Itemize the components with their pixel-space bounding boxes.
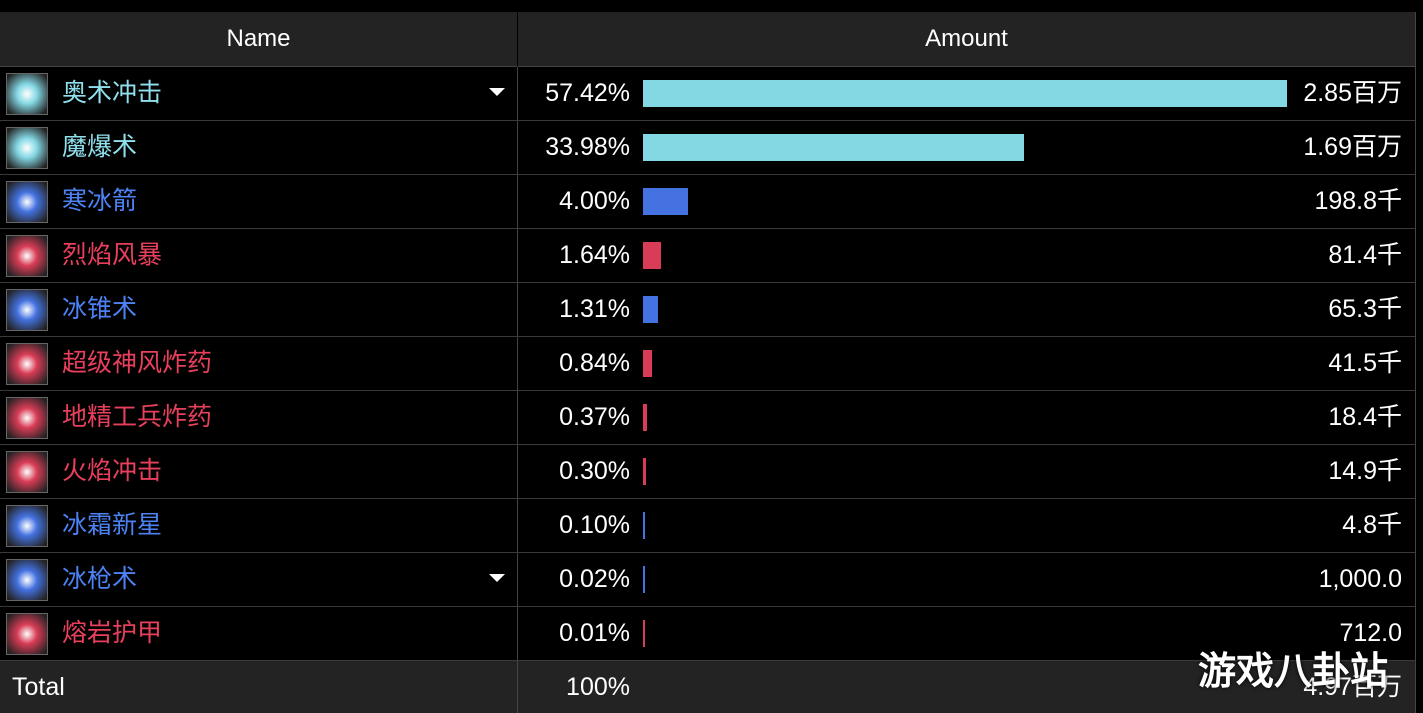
bar [643, 80, 1287, 107]
total-amount: 4.97百万 [1303, 673, 1402, 701]
amount: 81.4千 [1328, 241, 1402, 269]
percent: 0.01% [559, 619, 630, 647]
table-row[interactable]: 冰枪术 0.02% 1,000.0 [0, 553, 1415, 607]
expand-arrow[interactable] [489, 574, 505, 582]
spell-icon [6, 343, 48, 385]
bar [643, 404, 648, 431]
spell-name: 冰霜新星 [62, 511, 163, 539]
spell-icon [6, 505, 48, 547]
header-amount[interactable]: Amount [518, 12, 1415, 67]
table-row[interactable]: 冰锥术 1.31% 65.3千 [0, 283, 1415, 337]
bar [643, 458, 647, 485]
percent: 1.31% [559, 295, 630, 323]
spell-name: 冰枪术 [62, 565, 138, 593]
percent: 1.64% [559, 241, 630, 269]
spell-icon [6, 127, 48, 169]
spell-icon [6, 559, 48, 601]
spell-name: 地精工兵炸药 [62, 403, 213, 431]
amount: 14.9千 [1328, 457, 1402, 485]
spell-icon [6, 451, 48, 493]
spell-icon [6, 613, 48, 655]
header-name[interactable]: Name [0, 12, 517, 67]
spell-icon [6, 73, 48, 115]
total-label: Total [12, 673, 65, 701]
amount: 4.8千 [1342, 511, 1402, 539]
amount: 18.4千 [1328, 403, 1402, 431]
amount: 1.69百万 [1303, 133, 1402, 161]
bar [643, 242, 662, 269]
percent: 4.00% [559, 187, 630, 215]
table-row[interactable]: 超级神风炸药 0.84% 41.5千 [0, 337, 1415, 391]
vline [517, 553, 518, 606]
table-row[interactable]: 烈焰风暴 1.64% 81.4千 [0, 229, 1415, 283]
percent: 0.02% [559, 565, 630, 593]
amount: 1,000.0 [1318, 565, 1402, 593]
spell-name: 奥术冲击 [62, 79, 163, 107]
bar [643, 296, 658, 323]
vline [517, 229, 518, 282]
expand-arrow[interactable] [489, 88, 505, 96]
spell-name: 超级神风炸药 [62, 349, 213, 377]
bar [643, 188, 688, 215]
table-row[interactable]: 地精工兵炸药 0.37% 18.4千 [0, 391, 1415, 445]
spell-name: 烈焰风暴 [62, 241, 163, 269]
watermark: 游戏八卦站 [1198, 651, 1389, 693]
vline [517, 607, 518, 660]
amount: 65.3千 [1328, 295, 1402, 323]
vline [517, 337, 518, 390]
vline [517, 121, 518, 174]
spell-name: 寒冰箭 [62, 187, 138, 215]
spell-name: 魔爆术 [62, 133, 138, 161]
percent: 0.84% [559, 349, 630, 377]
spell-icon [6, 181, 48, 223]
table-row[interactable]: 熔岩护甲 0.01% 712.0 [0, 607, 1415, 661]
spell-name: 火焰冲击 [62, 457, 163, 485]
table-row[interactable]: 奥术冲击 57.42% 2.85百万 [0, 67, 1415, 121]
spell-icon [6, 397, 48, 439]
percent: 57.42% [545, 79, 630, 107]
spell-name: 冰锥术 [62, 295, 138, 323]
bar [643, 512, 645, 539]
total-percent: 100% [566, 673, 630, 701]
vline [517, 283, 518, 336]
bar [643, 350, 653, 377]
vline [517, 445, 518, 498]
spell-icon [6, 289, 48, 331]
amount: 198.8千 [1314, 187, 1402, 215]
percent: 0.10% [559, 511, 630, 539]
vline [517, 175, 518, 228]
percent: 0.37% [559, 403, 630, 431]
table-row[interactable]: 火焰冲击 0.30% 14.9千 [0, 445, 1415, 499]
right-border [1415, 12, 1416, 713]
vline [517, 67, 518, 120]
spell-icon [6, 235, 48, 277]
total-row: Total 100% 4.97百万 [0, 661, 1415, 713]
table-row[interactable]: 魔爆术 33.98% 1.69百万 [0, 121, 1415, 175]
vline [517, 391, 518, 444]
amount: 41.5千 [1328, 349, 1402, 377]
table-row[interactable]: 冰霜新星 0.10% 4.8千 [0, 499, 1415, 553]
percent: 33.98% [545, 133, 630, 161]
spell-name: 熔岩护甲 [62, 619, 163, 647]
percent: 0.30% [559, 457, 630, 485]
vline [517, 499, 518, 552]
amount: 712.0 [1339, 619, 1402, 647]
bar [643, 620, 645, 647]
bar [643, 134, 1025, 161]
divider [517, 661, 518, 713]
bar [643, 566, 645, 593]
amount: 2.85百万 [1303, 79, 1402, 107]
table-row[interactable]: 寒冰箭 4.00% 198.8千 [0, 175, 1415, 229]
